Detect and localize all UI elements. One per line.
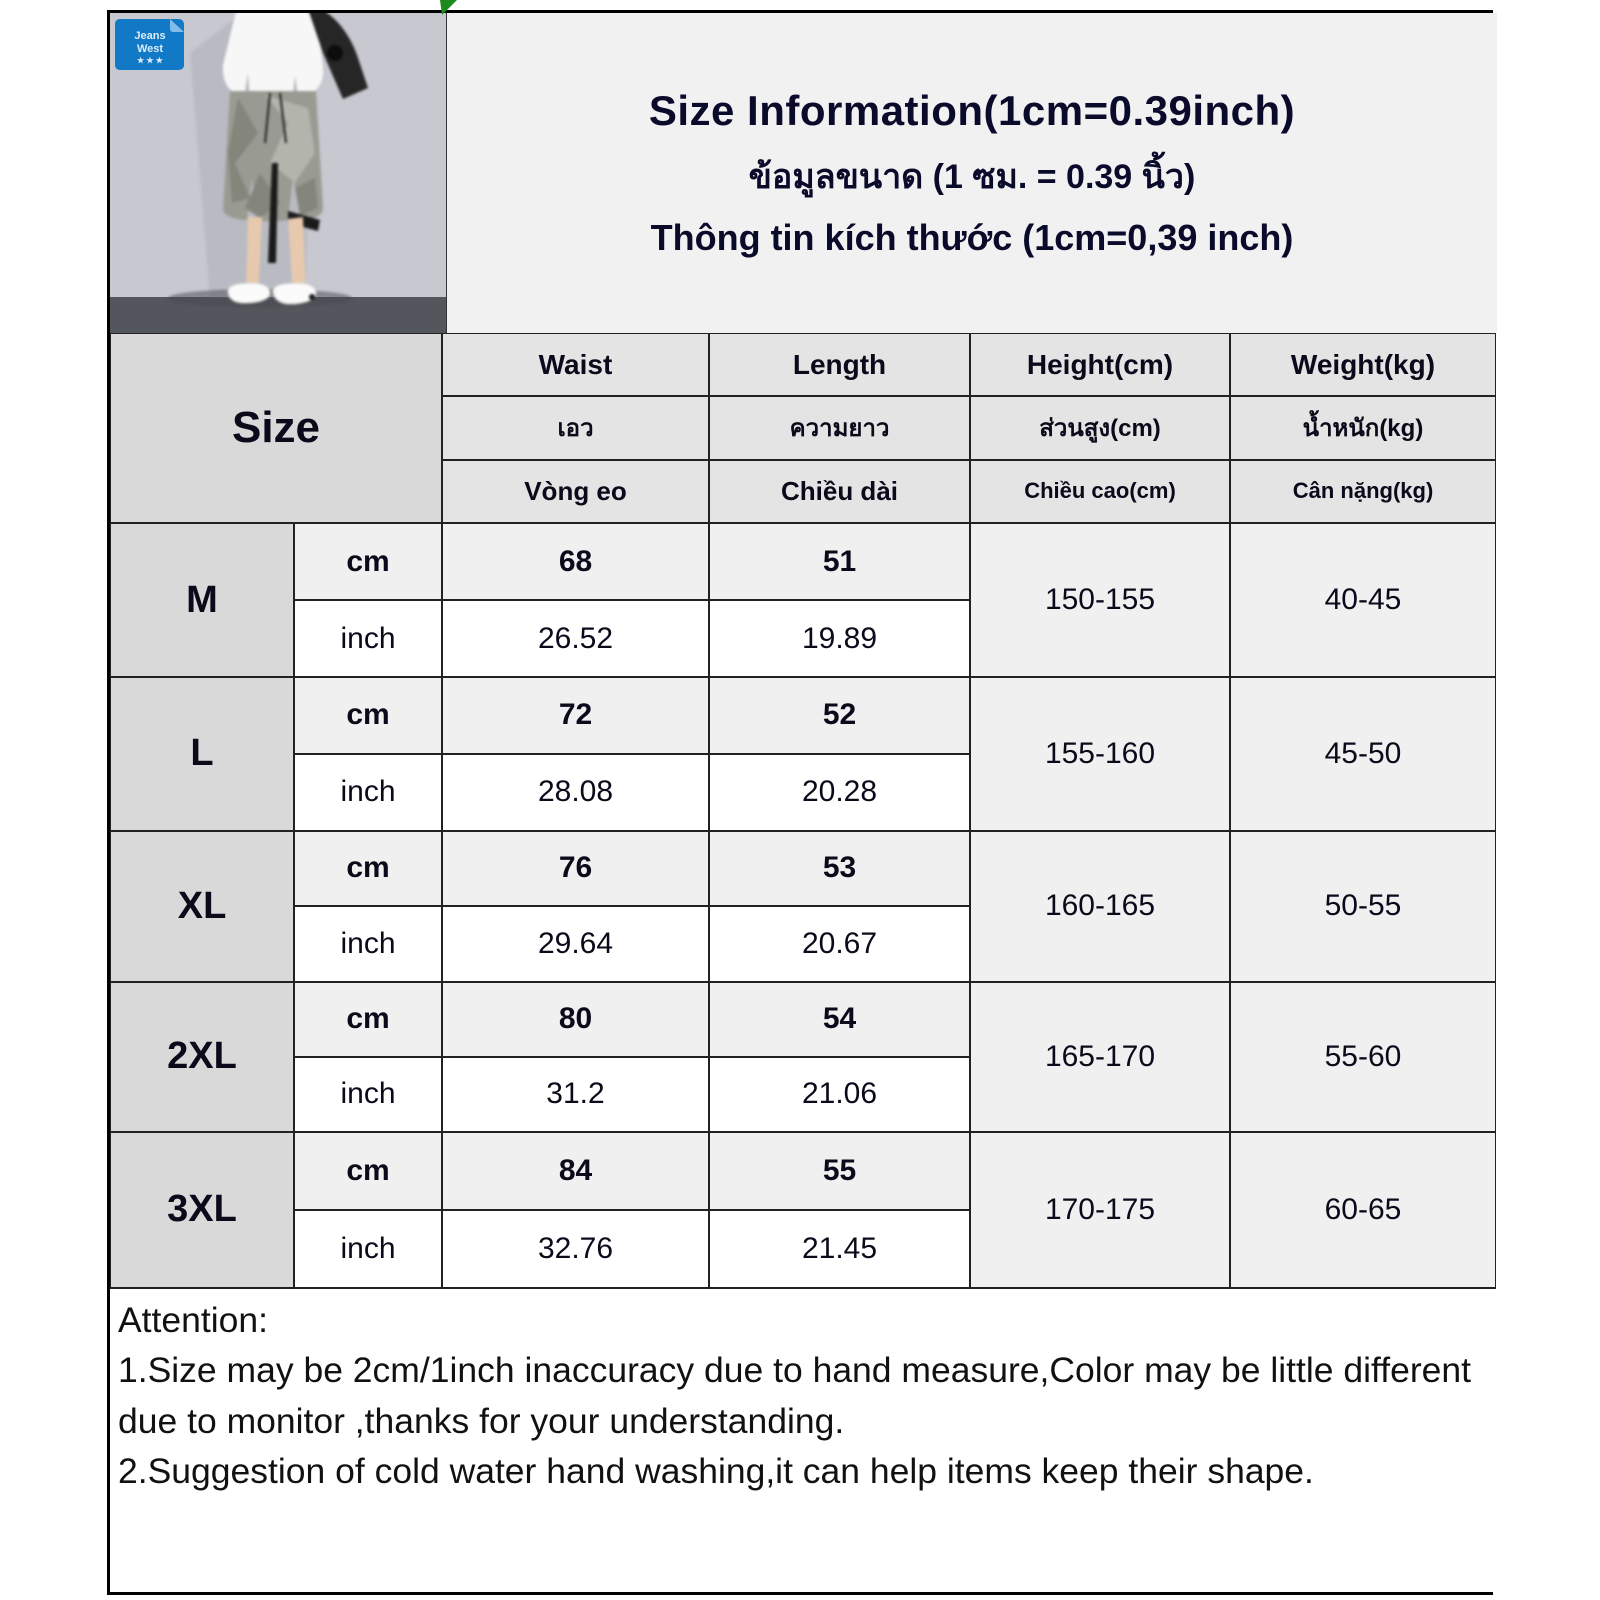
svg-text:Jeans: Jeans <box>134 30 165 42</box>
svg-text:West: West <box>137 43 163 55</box>
svg-text:★ ★ ★: ★ ★ ★ <box>137 56 164 65</box>
